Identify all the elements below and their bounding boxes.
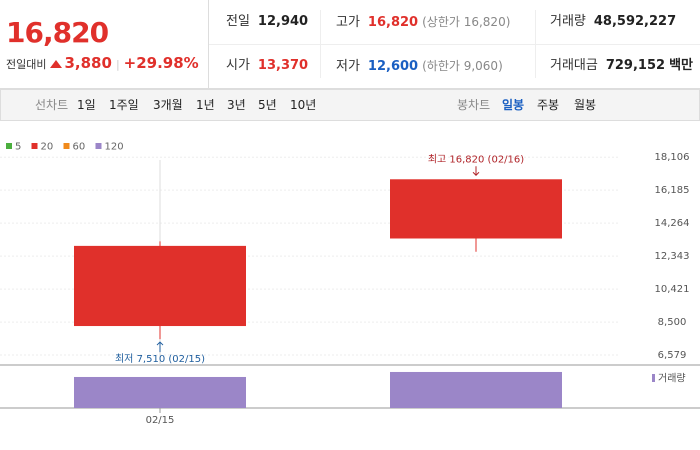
stat: 시가 13,370 xyxy=(226,44,308,88)
volume-legend-swatch xyxy=(652,374,655,382)
price: 16,820 xyxy=(6,16,109,49)
stat-label: 고가 xyxy=(336,15,360,30)
legend-swatch xyxy=(63,143,70,149)
annotation-arrow xyxy=(156,341,164,353)
candle-option[interactable]: 일봉 xyxy=(502,98,525,112)
stat-note: (하한가 9,060) xyxy=(422,59,503,73)
stat: 고가 16,820 (상한가 16,820) xyxy=(336,0,510,44)
price-box: 16,820 전일대비 3,880 | +29.98% xyxy=(0,0,209,88)
stat: 거래량 48,592,227 xyxy=(550,0,676,44)
legend-swatch xyxy=(31,143,38,149)
stat-unit: 백만 xyxy=(669,58,693,73)
change-rate: +29.98% xyxy=(123,54,199,72)
candle-option[interactable]: 주봉 xyxy=(537,98,560,112)
candle-body xyxy=(390,179,562,239)
up-icon xyxy=(50,60,63,68)
y-tick-label: 18,106 xyxy=(655,152,690,163)
legend-swatch xyxy=(95,143,102,149)
annotation-arrow xyxy=(472,166,480,176)
divider xyxy=(535,10,536,78)
group-label: 선차트 xyxy=(35,98,69,112)
group-label: 봉차트 xyxy=(457,98,491,112)
stat-label: 저가 xyxy=(336,59,360,74)
annotation: 최고 16,820 (02/16) xyxy=(428,153,524,165)
annotation: 최저 7,510 (02/15) xyxy=(115,353,205,365)
period-option[interactable]: 1주일 xyxy=(109,98,139,112)
legend-label: 5 xyxy=(15,142,21,153)
y-tick-label: 8,500 xyxy=(658,317,687,328)
stat-value: 12,600 xyxy=(367,59,419,74)
period-option[interactable]: 1일 xyxy=(77,98,96,112)
quote-header: 16,820 전일대비 3,880 | +29.98% 전일 12,940 고가 16,82… xyxy=(0,0,700,89)
toolbar: 선차트 1일 1주일 3개월 1년 3년 5년 10년 봉차트 일봉 주봉 월봉 xyxy=(0,89,700,121)
stat: 전일 12,940 xyxy=(226,0,308,44)
stat-label: 시가 xyxy=(226,58,250,73)
stat-value: 16,820 xyxy=(367,15,419,30)
legend-label: 20 xyxy=(41,142,54,153)
stat-note: (상한가 16,820) xyxy=(422,15,511,29)
period-option[interactable]: 3년 xyxy=(227,98,246,112)
y-tick-label: 16,185 xyxy=(655,185,690,196)
y-tick-label: 14,264 xyxy=(655,218,690,229)
stat-value: 13,370 xyxy=(257,58,309,73)
legend-swatch xyxy=(6,143,12,149)
period-option[interactable]: 3개월 xyxy=(153,98,183,112)
chart: 5 20 60 120 18,106 16,185 14,264 12,343 10,421 8,… xyxy=(0,120,700,426)
stat-value: 729,152 xyxy=(605,58,666,73)
candle-body xyxy=(74,245,246,327)
y-tick-label: 10,421 xyxy=(655,284,690,295)
change: 전일대비 3,880 | +29.98% xyxy=(6,54,199,72)
y-tick-label: 6,579 xyxy=(658,350,687,361)
legend-label: 120 xyxy=(105,142,124,153)
stat-label: 거래대금 xyxy=(550,58,598,73)
x-tick-label: 02/15 xyxy=(146,415,175,426)
legend-label: 60 xyxy=(73,142,86,153)
divider xyxy=(320,10,321,78)
period-option[interactable]: 10년 xyxy=(290,98,317,112)
change-value: 3,880 xyxy=(64,54,112,72)
stat: 저가 12,600 (하한가 9,060) xyxy=(336,44,503,88)
separator: | xyxy=(115,58,120,71)
candle-option[interactable]: 월봉 xyxy=(574,98,597,112)
volume-bar xyxy=(74,376,246,408)
change-label: 전일대비 xyxy=(6,58,47,71)
period-option[interactable]: 1년 xyxy=(196,98,215,112)
stat-label: 전일 xyxy=(226,14,250,29)
stat: 거래대금 729,152 백만 xyxy=(550,44,693,88)
stat-value: 12,940 xyxy=(257,14,309,29)
volume-bar xyxy=(390,371,562,408)
volume-legend-label: 거래량 xyxy=(658,373,686,385)
period-option[interactable]: 5년 xyxy=(258,98,277,112)
y-tick-label: 12,343 xyxy=(655,251,690,262)
stat-value: 48,592,227 xyxy=(593,14,677,29)
divider xyxy=(209,44,700,45)
stat-label: 거래량 xyxy=(550,14,586,29)
